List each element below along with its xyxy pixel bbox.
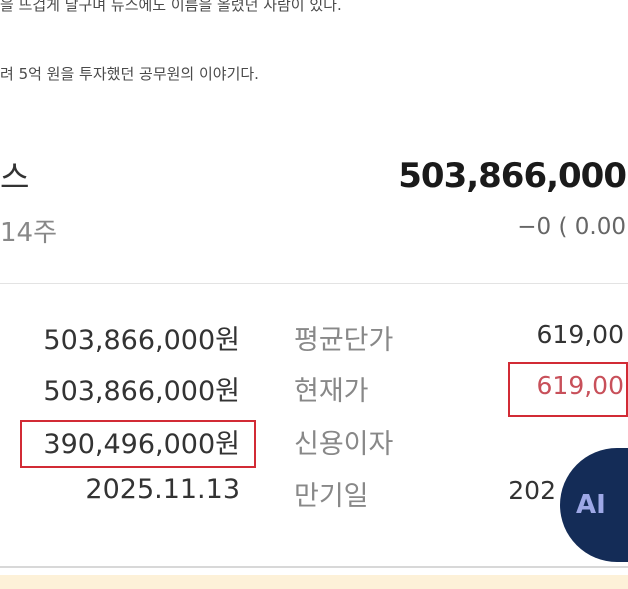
purchase-amount: 503,866,000원 [43, 325, 240, 356]
average-price: 619,00 [536, 320, 624, 349]
card-bottom-border [0, 566, 628, 568]
label-current-price: 현재가 [294, 376, 369, 407]
total-value: 503,866,000 [398, 156, 627, 196]
label-credit-interest: 신용이자 [294, 429, 394, 460]
divider [0, 283, 628, 284]
article-text-line-2: 려 5억 원을 투자했던 공무원의 이야기다. [0, 65, 259, 83]
ai-button-label: AI [576, 490, 606, 520]
credit-interest-amount: 390,496,000원 [43, 429, 240, 460]
expiry-date: 2025.11.13 [85, 474, 240, 505]
value-change: −0 ( 0.00 [517, 214, 626, 240]
article-text-line-1: 을 뜨겁게 달구며 뉴스에도 이름을 올렸던 사람이 있다. [0, 0, 342, 14]
label-average-price: 평균단가 [294, 325, 394, 356]
evaluation-amount: 503,866,000원 [43, 376, 240, 407]
label-expiry-date: 만기일 [294, 481, 369, 512]
stock-name: 스 [0, 158, 30, 196]
highlight-box-credit-interest [20, 420, 256, 468]
notice-strip [0, 575, 628, 589]
highlight-box-current-price [508, 362, 628, 417]
stock-quantity: 14주 [0, 218, 58, 248]
expiry-date-right: 202 [508, 476, 556, 505]
ai-button[interactable]: AI [560, 448, 628, 562]
current-price: 619,00 [536, 371, 624, 400]
